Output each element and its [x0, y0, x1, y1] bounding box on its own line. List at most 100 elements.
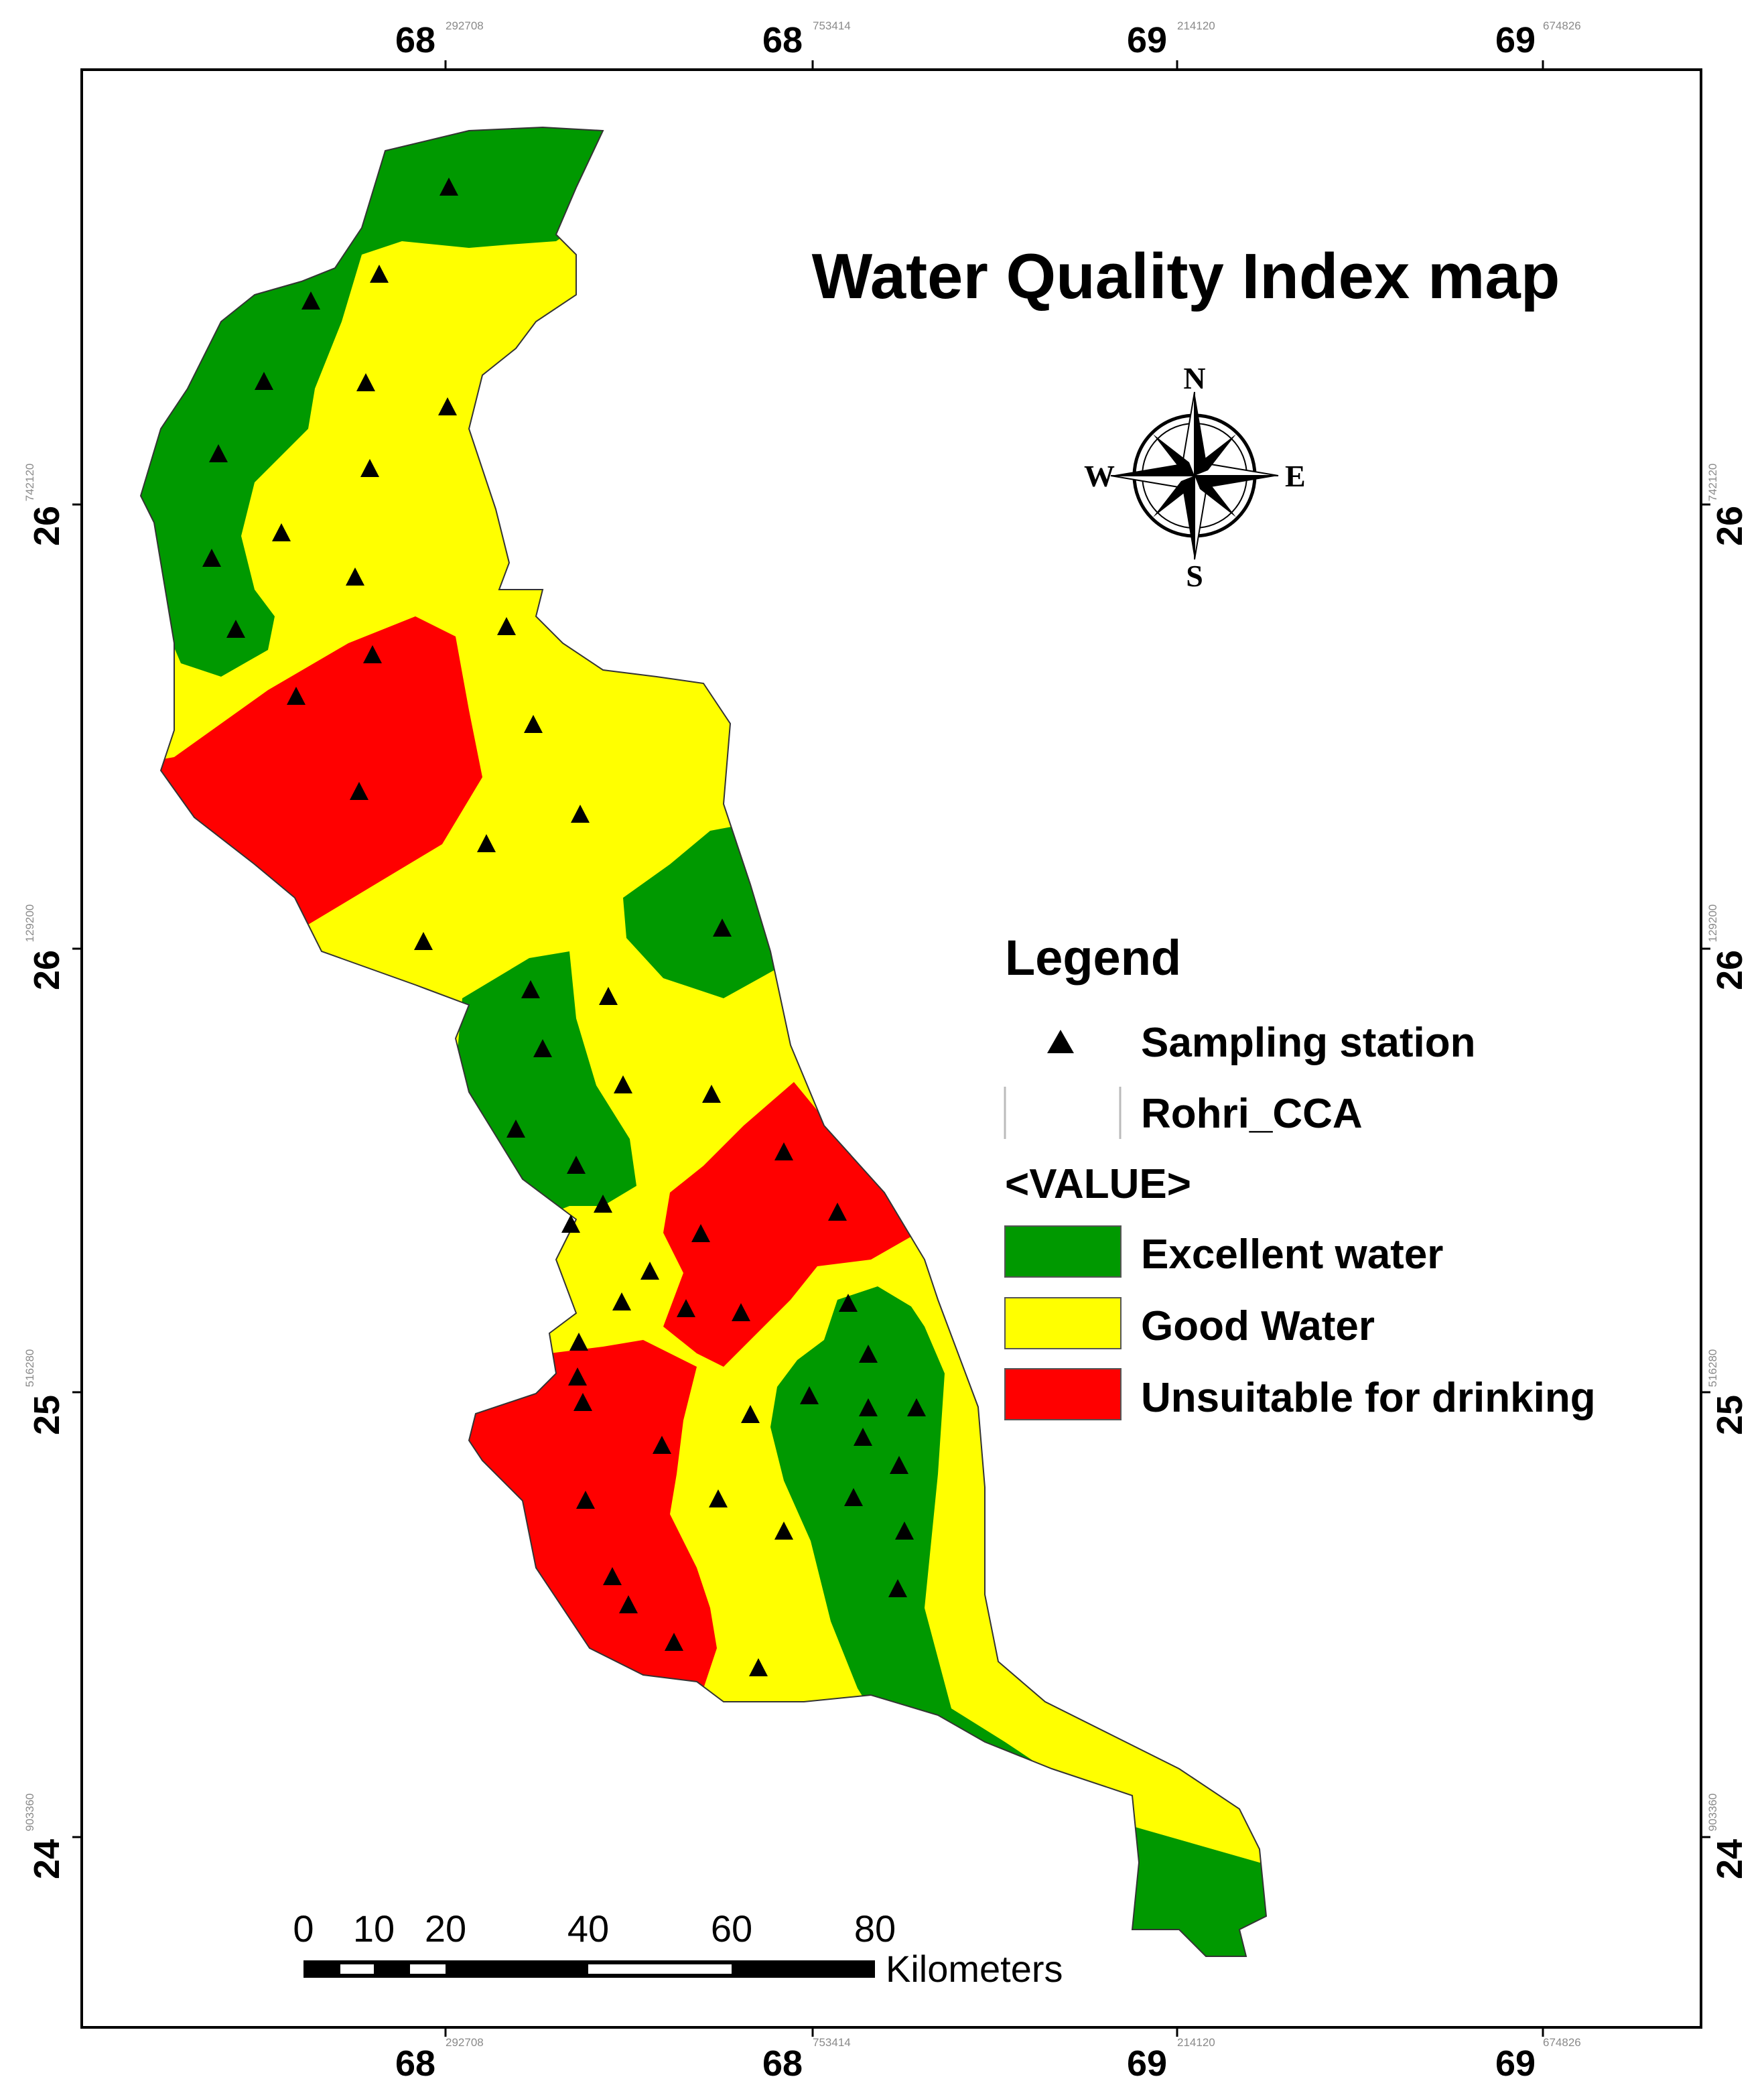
sampling-station-marker: [272, 523, 291, 541]
bottom-sub-label: 753414: [813, 2036, 851, 2049]
top-deg-label: 69: [1127, 20, 1167, 60]
map-title: Water Quality Index map: [812, 241, 1560, 312]
sampling-station-marker: [497, 617, 516, 635]
scale-tick-label: 60: [711, 1907, 752, 1950]
scale-tick-label: 0: [293, 1907, 314, 1950]
sampling-station-marker: [594, 1195, 612, 1213]
sampling-station-marker: [202, 549, 221, 567]
left-sub-label: 516280: [23, 1349, 36, 1388]
sampling-station-marker: [709, 1489, 728, 1507]
sampling-station-marker: [599, 987, 618, 1005]
sampling-station-marker: [612, 1292, 631, 1310]
compass-rose: N S E W: [1084, 361, 1306, 593]
right-sub-label: 742120: [1706, 464, 1719, 502]
legend-value-heading: <VALUE>: [1005, 1161, 1191, 1207]
sampling-stations: [202, 178, 926, 1676]
left-coordinate-labels: 26 742120 26 129200 25 516280 24 903360: [23, 464, 67, 1879]
sampling-station-marker: [691, 1224, 710, 1242]
legend-class-label: Excellent water: [1141, 1231, 1443, 1278]
left-deg-label: 26: [27, 950, 67, 990]
sampling-station-marker: [533, 1039, 552, 1057]
bottom-deg-label: 69: [1127, 2043, 1167, 2084]
sampling-station-marker: [907, 1398, 926, 1416]
right-coordinate-labels: 26 742120 26 129200 25 516280 24 903360: [1706, 464, 1750, 1879]
bottom-deg-label: 69: [1495, 2043, 1536, 2084]
map-frame: [80, 68, 1702, 2029]
sampling-station-marker: [653, 1436, 671, 1454]
unsuitable-zone: [663, 1082, 918, 1367]
sampling-station-marker: [741, 1405, 760, 1423]
right-sub-label: 903360: [1706, 1794, 1719, 1832]
sampling-station-marker: [859, 1398, 878, 1416]
sampling-station-marker: [665, 1633, 683, 1651]
top-sub-label: 292708: [446, 19, 484, 32]
left-sub-label: 129200: [23, 904, 36, 943]
legend-swatch-unsuitable: [1004, 1368, 1122, 1420]
right-sub-label: 516280: [1706, 1349, 1719, 1388]
sampling-station-marker: [569, 1333, 588, 1351]
sampling-station-marker: [414, 932, 433, 950]
sampling-station-marker: [890, 1456, 908, 1474]
compass-east-label: E: [1285, 459, 1306, 493]
sampling-station-marker: [677, 1299, 695, 1317]
left-sub-label: 742120: [23, 464, 36, 502]
right-deg-label: 26: [1710, 950, 1750, 990]
sampling-station-marker: [209, 444, 228, 462]
sampling-station-marker: [477, 834, 496, 852]
scale-unit-label: Kilometers: [886, 1948, 1063, 1990]
sampling-station-marker: [356, 373, 375, 391]
right-sub-label: 129200: [1706, 904, 1719, 943]
bottom-sub-label: 214120: [1177, 2036, 1215, 2049]
scale-tick-label: 80: [854, 1907, 896, 1950]
sampling-station-marker: [573, 1393, 592, 1411]
sampling-station-marker: [888, 1579, 907, 1597]
legend-class-label: Unsuitable for drinking: [1141, 1375, 1596, 1421]
bottom-deg-label: 68: [762, 2043, 803, 2084]
scale-tick-label: 20: [425, 1907, 466, 1950]
top-deg-label: 68: [762, 20, 803, 60]
quality-zones: [141, 127, 1266, 1956]
sampling-station-marker: [370, 265, 389, 283]
legend-station-symbol: [1047, 1030, 1074, 1053]
sampling-station-marker: [854, 1428, 872, 1446]
legend-boundary-label: Rohri_CCA: [1141, 1091, 1363, 1137]
sampling-station-marker: [521, 980, 540, 998]
sampling-station-marker: [524, 715, 543, 733]
excellent-water-zone: [770, 1286, 1266, 1956]
sampling-station-marker: [713, 919, 732, 937]
sampling-station-marker: [350, 782, 368, 800]
top-coordinate-labels: 68 292708 68 753414 69 214120 69 674826: [395, 19, 1581, 60]
sampling-station-marker: [363, 645, 382, 663]
sampling-station-marker: [561, 1215, 580, 1233]
legend-station-label: Sampling station: [1141, 1020, 1475, 1066]
sampling-station-marker: [702, 1085, 721, 1103]
sampling-station-marker: [287, 687, 306, 705]
sampling-station-marker: [619, 1595, 638, 1613]
compass-north-label: N: [1183, 361, 1205, 395]
study-area-outline: [139, 126, 1268, 1957]
scale-tick-label: 10: [353, 1907, 395, 1950]
left-deg-label: 25: [27, 1395, 67, 1435]
sampling-station-marker: [614, 1075, 632, 1093]
scale-tick-label: 40: [567, 1907, 609, 1950]
legend: Legend Sampling station Rohri_CCA <VALUE…: [1004, 930, 1596, 1421]
left-sub-label: 903360: [23, 1794, 36, 1832]
sampling-station-marker: [603, 1567, 622, 1585]
sampling-station-marker: [800, 1386, 819, 1404]
legend-class-label: Good Water: [1141, 1303, 1375, 1349]
top-sub-label: 674826: [1543, 19, 1581, 32]
left-deg-label: 24: [27, 1839, 67, 1879]
compass-south-label: S: [1186, 559, 1203, 593]
bottom-sub-label: 674826: [1543, 2036, 1581, 2049]
bottom-coordinate-labels: 68 292708 68 753414 69 214120 69 674826: [395, 2036, 1581, 2084]
sampling-station-marker: [576, 1491, 595, 1509]
legend-swatch-excellent: [1004, 1225, 1122, 1278]
sampling-station-marker: [571, 805, 590, 823]
scale-bar: 0 10 20 40 60 80 Kilometers: [293, 1907, 1063, 1990]
sampling-station-marker: [749, 1658, 768, 1676]
sampling-station-marker: [439, 178, 458, 196]
right-deg-label: 24: [1710, 1839, 1750, 1879]
bottom-sub-label: 292708: [446, 2036, 484, 2049]
sampling-station-marker: [360, 459, 379, 477]
